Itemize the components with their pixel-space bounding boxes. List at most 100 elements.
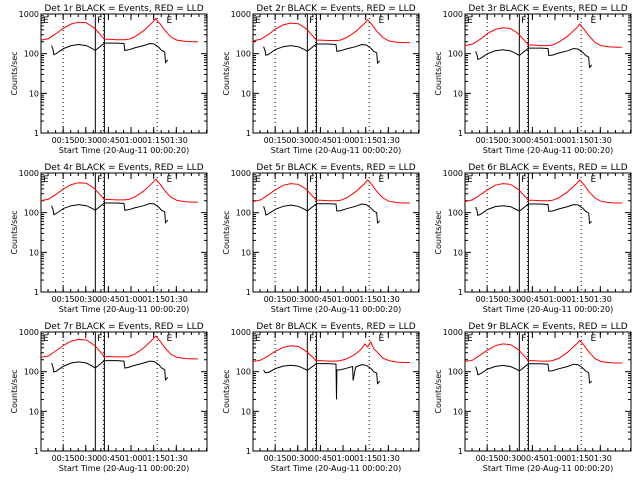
x-tick-label: 01:30 <box>165 136 188 145</box>
flag-label: F <box>521 334 526 344</box>
event-rate-line <box>51 360 169 382</box>
x-tick-label: 01:30 <box>377 295 400 304</box>
lld-rate-line <box>464 339 622 364</box>
event-rate-line <box>51 202 169 224</box>
y-tick-label: 1000 <box>19 10 39 19</box>
x-axis-label: Start Time (20-Aug-11 00:00:20) <box>59 464 190 473</box>
x-tick-label: 01:30 <box>589 295 612 304</box>
x-tick-label: 00:45 <box>521 136 544 145</box>
y-tick-label: 100 <box>236 50 251 59</box>
plot-frame <box>40 331 208 452</box>
panel-title: Det 8r BLACK = Events, RED = LLD <box>256 322 415 332</box>
x-tick-label: 00:30 <box>74 136 97 145</box>
flag-label: E <box>379 334 385 344</box>
flag-label: E <box>467 175 473 185</box>
x-tick-label: 00:30 <box>498 295 521 304</box>
x-axis-label: Start Time (20-Aug-11 00:00:20) <box>59 305 190 314</box>
flag-label: E <box>255 16 261 26</box>
panel-title: Det 3r BLACK = Events, RED = LLD <box>468 4 627 14</box>
y-axis-label: Counts/sec <box>222 210 231 254</box>
x-tick-label: 00:30 <box>286 454 309 463</box>
x-tick-label: 00:45 <box>97 295 120 304</box>
panel-1: Det 1r BLACK = Events, RED = LLD 1 10 100 10… <box>10 4 208 155</box>
flag-label: E <box>167 16 173 26</box>
x-tick-label: 00:45 <box>97 136 120 145</box>
y-tick-label: 10 <box>453 407 463 416</box>
x-tick-label: 01:15 <box>354 295 377 304</box>
event-rate-line <box>263 363 381 400</box>
flag-label: E <box>167 175 173 185</box>
y-tick-label: 1 <box>34 447 39 456</box>
y-axis-label: Counts/sec <box>10 51 19 95</box>
x-tick-label: 00:15 <box>52 454 75 463</box>
x-tick-label: 00:45 <box>521 454 544 463</box>
event-rate-line <box>475 363 593 384</box>
lld-rate-line <box>40 178 198 203</box>
lld-rate-line <box>252 18 410 44</box>
y-tick-label: 100 <box>236 368 251 377</box>
y-tick-label: 1000 <box>231 169 251 178</box>
x-tick-label: 00:30 <box>74 295 97 304</box>
y-tick-label: 10 <box>453 89 463 98</box>
y-tick-label: 1 <box>458 288 463 297</box>
plot-frame <box>40 13 208 134</box>
x-tick-label: 01:00 <box>332 136 355 145</box>
panel-title: Det 1r BLACK = Events, RED = LLD <box>44 4 203 14</box>
x-tick-label: 00:15 <box>264 295 287 304</box>
event-rate-line <box>51 42 169 64</box>
x-tick-label: 00:30 <box>74 454 97 463</box>
x-tick-label: 00:15 <box>476 454 499 463</box>
flag-label: E <box>467 16 473 26</box>
x-tick-label: 01:00 <box>120 454 143 463</box>
panel-6: Det 6r BLACK = Events, RED = LLD 1 10 100 10… <box>434 163 632 314</box>
x-tick-label: 01:00 <box>544 295 567 304</box>
x-axis-label: Start Time (20-Aug-11 00:00:20) <box>483 305 614 314</box>
flag-label: E <box>591 16 597 26</box>
x-axis-label: Start Time (20-Aug-11 00:00:20) <box>483 146 614 155</box>
flag-label: E <box>591 175 597 185</box>
y-axis-label: Counts/sec <box>222 369 231 413</box>
lld-rate-line <box>464 23 622 48</box>
event-rate-line <box>263 203 381 225</box>
panel-title: Det 2r BLACK = Events, RED = LLD <box>256 4 415 14</box>
y-tick-label: 100 <box>236 209 251 218</box>
y-tick-label: 100 <box>24 368 39 377</box>
lld-rate-line <box>40 335 198 360</box>
flag-label: F <box>97 16 102 26</box>
x-tick-label: 00:30 <box>498 136 521 145</box>
y-axis-label: Counts/sec <box>10 210 19 254</box>
y-tick-label: 1 <box>34 129 39 138</box>
y-tick-label: 10 <box>453 248 463 257</box>
panel-7: Det 7r BLACK = Events, RED = LLD 1 10 100 10… <box>10 322 208 473</box>
y-tick-label: 100 <box>24 50 39 59</box>
x-tick-label: 01:15 <box>566 295 589 304</box>
y-tick-label: 1000 <box>231 10 251 19</box>
flag-label: E <box>43 16 49 26</box>
y-tick-label: 1 <box>458 129 463 138</box>
y-axis-label: Counts/sec <box>434 369 443 413</box>
plot-frame <box>252 172 420 293</box>
panel-title: Det 4r BLACK = Events, RED = LLD <box>44 163 203 173</box>
x-tick-label: 01:15 <box>142 295 165 304</box>
y-tick-label: 100 <box>448 50 463 59</box>
x-tick-label: 00:45 <box>309 295 332 304</box>
y-tick-label: 10 <box>241 89 251 98</box>
y-axis-label: Counts/sec <box>222 51 231 95</box>
y-tick-label: 1000 <box>443 328 463 337</box>
x-tick-label: 00:15 <box>264 136 287 145</box>
y-axis-label: Counts/sec <box>434 210 443 254</box>
plot-frame <box>464 172 632 293</box>
y-tick-label: 1 <box>246 447 251 456</box>
panel-title: Det 5r BLACK = Events, RED = LLD <box>256 163 415 173</box>
x-tick-label: 00:15 <box>52 295 75 304</box>
x-tick-label: 01:00 <box>120 136 143 145</box>
panel-3: Det 3r BLACK = Events, RED = LLD 1 10 100 10… <box>434 4 632 155</box>
x-tick-label: 01:15 <box>566 454 589 463</box>
panel-title: Det 6r BLACK = Events, RED = LLD <box>468 163 627 173</box>
lld-rate-line <box>40 17 198 43</box>
flag-label: E <box>43 175 49 185</box>
x-tick-label: 01:30 <box>589 454 612 463</box>
x-tick-label: 00:15 <box>52 136 75 145</box>
x-tick-label: 00:15 <box>264 454 287 463</box>
x-tick-label: 01:30 <box>165 454 188 463</box>
